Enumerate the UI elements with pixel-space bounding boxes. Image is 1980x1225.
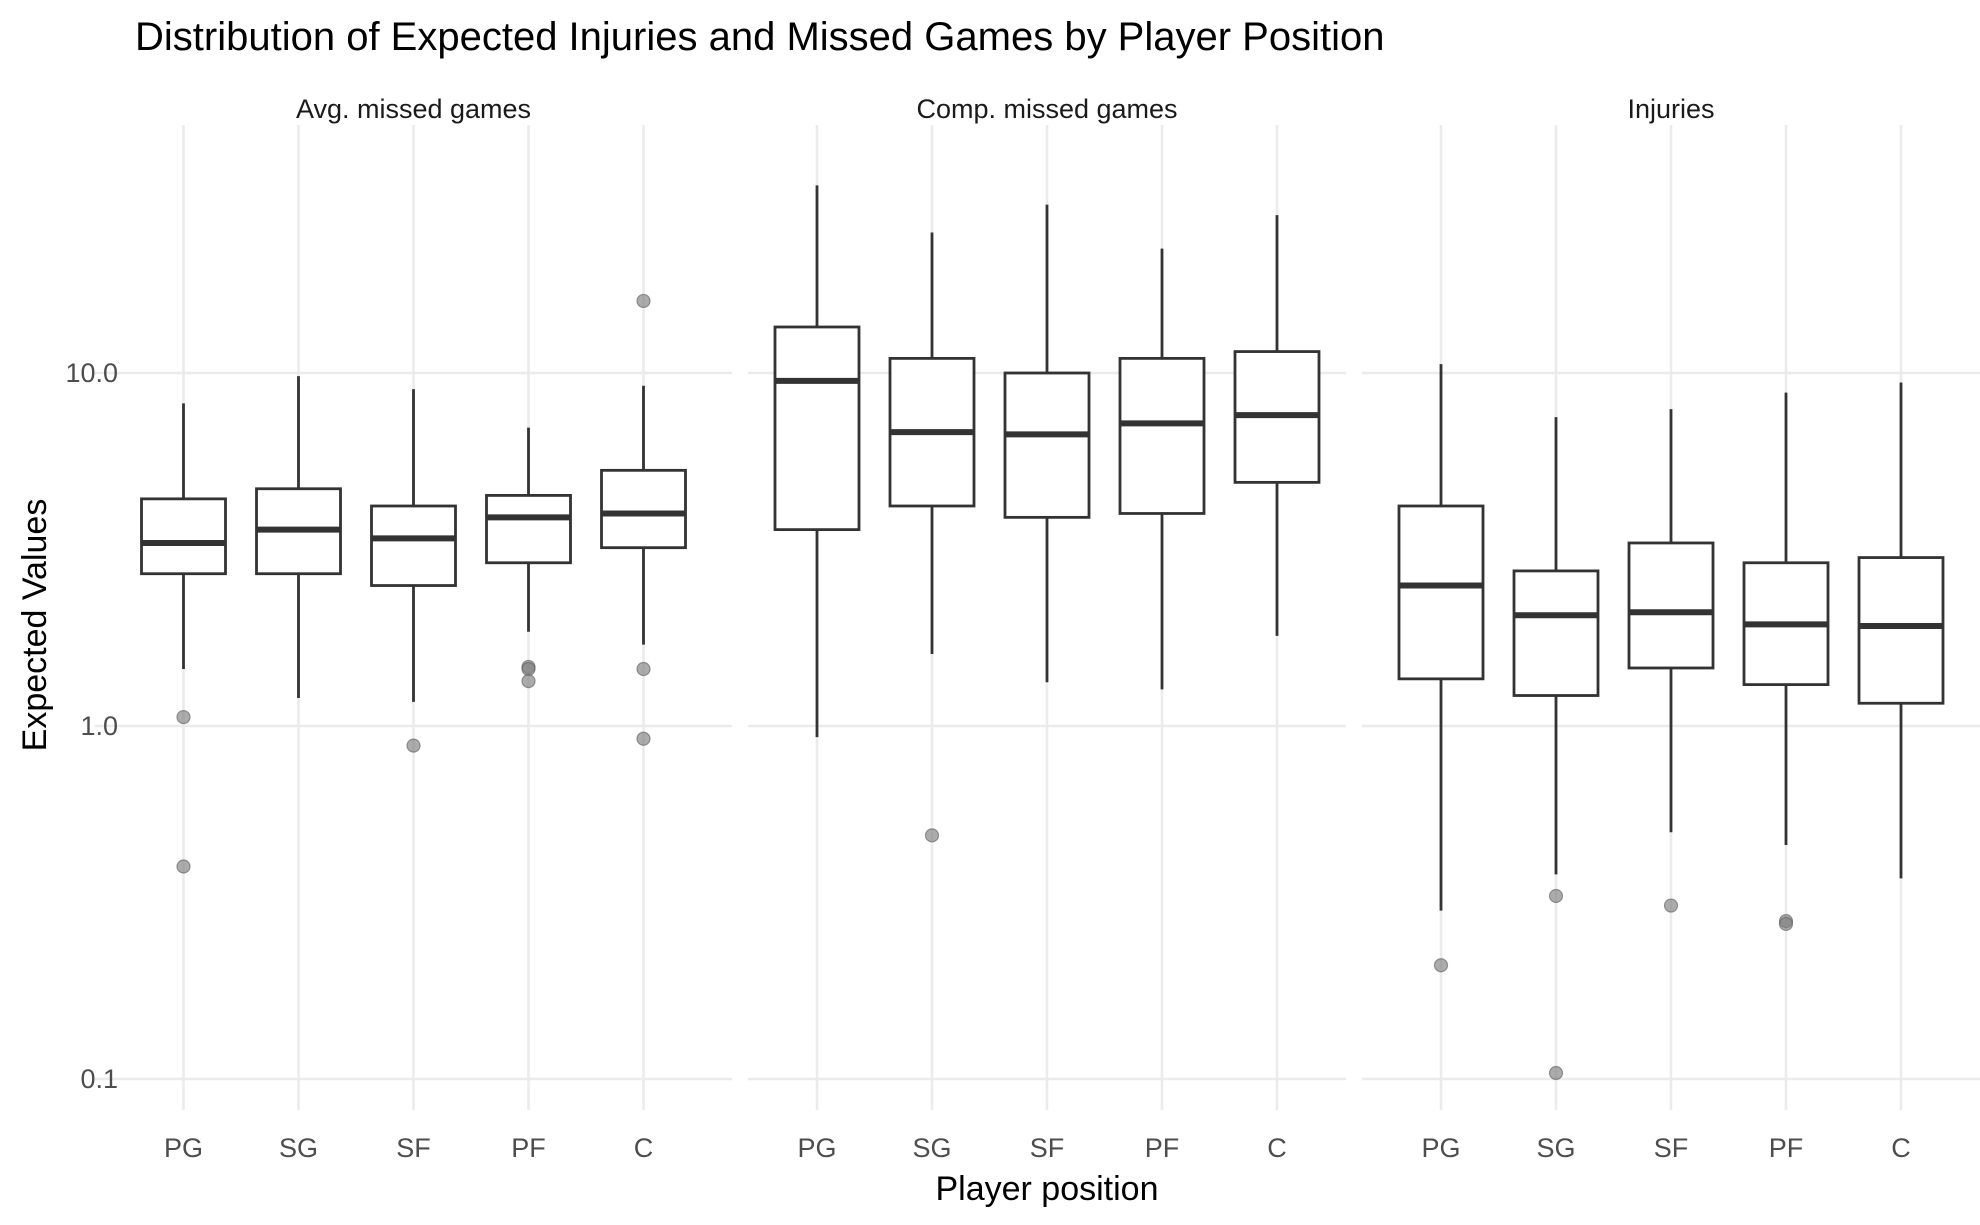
x-tick-label: PF	[1145, 1133, 1180, 1163]
x-tick-label: PF	[511, 1133, 546, 1163]
iqr-box	[1857, 556, 1945, 705]
box-pf	[485, 427, 572, 689]
facet-panel: Injuries PG SG SF PF C	[1397, 94, 1945, 1163]
outlier-point	[406, 738, 421, 753]
iqr-box	[1397, 504, 1485, 681]
facet-strip-label: Injuries	[1627, 94, 1714, 124]
iqr-box	[1627, 541, 1715, 670]
iqr-box	[370, 504, 457, 587]
box-sg	[888, 232, 976, 843]
x-tick-label: SG	[912, 1133, 951, 1163]
y-tick-label: 0.1	[80, 1064, 118, 1094]
x-tick-label: C	[1267, 1133, 1287, 1163]
iqr-box	[485, 494, 572, 565]
outlier-point	[1663, 898, 1679, 913]
y-tick-label: 1.0	[80, 711, 118, 741]
outlier-point	[176, 859, 191, 874]
iqr-box	[1512, 569, 1600, 697]
x-tick-label: SG	[1536, 1133, 1575, 1163]
x-axis-title: Player position	[935, 1170, 1158, 1208]
outlier-point	[1548, 1065, 1564, 1081]
outlier-point	[924, 828, 940, 843]
box-sf	[1627, 409, 1715, 913]
x-tick-label: SF	[1030, 1133, 1065, 1163]
x-tick-label: C	[634, 1133, 654, 1163]
box-c	[1233, 215, 1321, 636]
outlier-point	[176, 709, 191, 725]
y-tick-label: 10.0	[65, 358, 118, 388]
x-tick-label: C	[1891, 1133, 1911, 1163]
box-sg	[1512, 417, 1600, 1081]
facet-panel: Comp. missed games PG SG SF PF C	[773, 94, 1321, 1163]
box-sf	[370, 389, 457, 753]
box-pg	[773, 185, 861, 738]
x-tick-label: PF	[1769, 1133, 1804, 1163]
x-tick-label: PG	[797, 1133, 836, 1163]
x-tick-label: PG	[164, 1133, 203, 1163]
box-pg	[140, 403, 227, 874]
iqr-box	[773, 325, 861, 532]
facet-panel: Avg. missed games PG SG SF PF C	[140, 94, 687, 1163]
box-pg	[1397, 364, 1485, 973]
box-c	[600, 293, 687, 746]
box-sf	[1003, 204, 1091, 683]
chart-title: Distribution of Expected Injuries and Mi…	[135, 15, 1384, 59]
iqr-box	[140, 497, 227, 576]
iqr-box	[1118, 356, 1206, 515]
facet-strip-label: Avg. missed games	[296, 94, 531, 124]
x-tick-label: SF	[1654, 1133, 1689, 1163]
outlier-point	[1778, 916, 1794, 932]
outlier-point	[521, 674, 536, 689]
x-tick-label: SG	[279, 1133, 318, 1163]
outlier-point	[1433, 958, 1449, 973]
facet-strip-label: Comp. missed games	[916, 94, 1177, 124]
y-axis-ticks: 0.1 1.0 10.0	[65, 358, 118, 1094]
outlier-point	[636, 661, 651, 677]
outlier-point	[636, 293, 651, 309]
iqr-box	[1003, 371, 1091, 519]
iqr-box	[600, 468, 687, 550]
y-axis-title: Expected Values	[16, 499, 54, 752]
x-tick-label: PG	[1421, 1133, 1460, 1163]
x-tick-label: SF	[396, 1133, 431, 1163]
box-pf	[1118, 248, 1206, 690]
box-pf	[1742, 392, 1830, 932]
box-c	[1857, 382, 1945, 879]
outlier-point	[636, 731, 651, 746]
outlier-point	[1548, 888, 1564, 904]
box-sg	[255, 376, 342, 699]
outlier-point	[521, 661, 536, 677]
